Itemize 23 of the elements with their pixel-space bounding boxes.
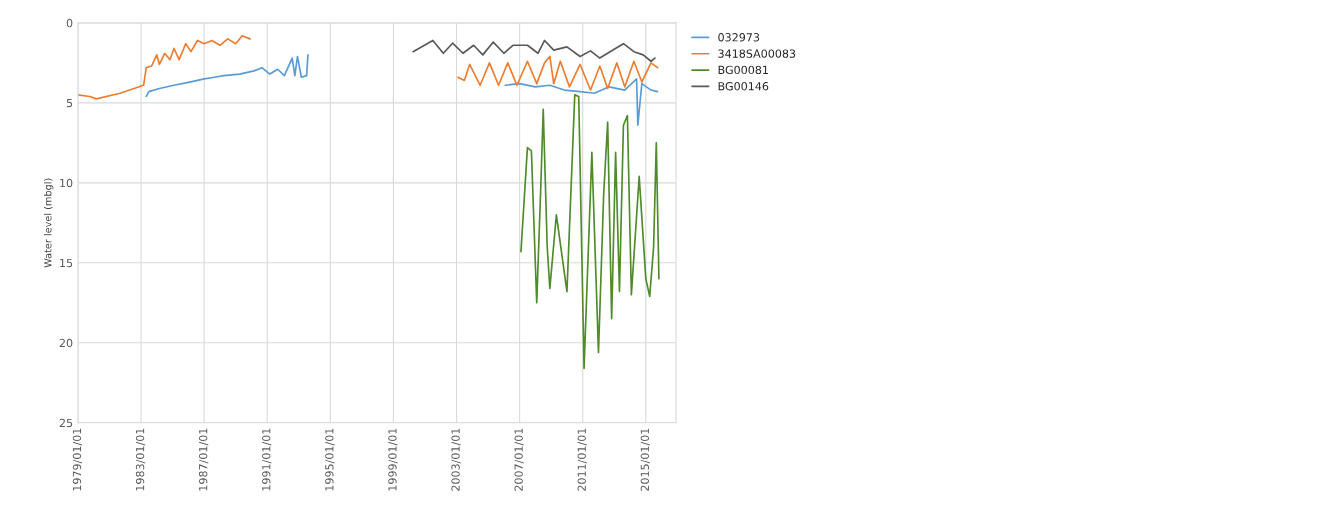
legend-label: 032973 xyxy=(718,33,760,42)
legend-label: BG00146 xyxy=(718,82,769,91)
y-tick-label: 25 xyxy=(59,418,73,428)
x-tick-label: 2007/01/01 xyxy=(514,428,524,491)
x-tick-label: 1979/01/01 xyxy=(72,428,83,491)
x-tick-label: 2003/01/01 xyxy=(451,428,461,491)
y-axis-title: Water level (mbgl) xyxy=(43,178,54,268)
y-tick-label: 15 xyxy=(60,258,73,268)
x-tick-label: 1999/01/01 xyxy=(388,428,398,491)
x-tick-label: 1991/01/01 xyxy=(262,428,272,491)
legend-label: 3418SA00083 xyxy=(718,49,796,58)
y-tick-label: 20 xyxy=(59,338,73,348)
x-tick-label: 2011/01/01 xyxy=(577,428,587,491)
line-series xyxy=(412,39,656,63)
x-tick-label: 1983/01/01 xyxy=(135,428,146,491)
y-tick-label: 10 xyxy=(60,178,73,188)
line-series xyxy=(520,94,660,370)
x-tick-label: 1995/01/01 xyxy=(325,428,335,491)
x-tick-label: 2015/01/01 xyxy=(640,428,650,491)
y-tick-label: 5 xyxy=(66,98,73,108)
x-tick-label: 1987/01/01 xyxy=(198,428,209,491)
legend-label: BG00081 xyxy=(718,65,768,75)
y-tick-label: 0 xyxy=(66,18,73,28)
